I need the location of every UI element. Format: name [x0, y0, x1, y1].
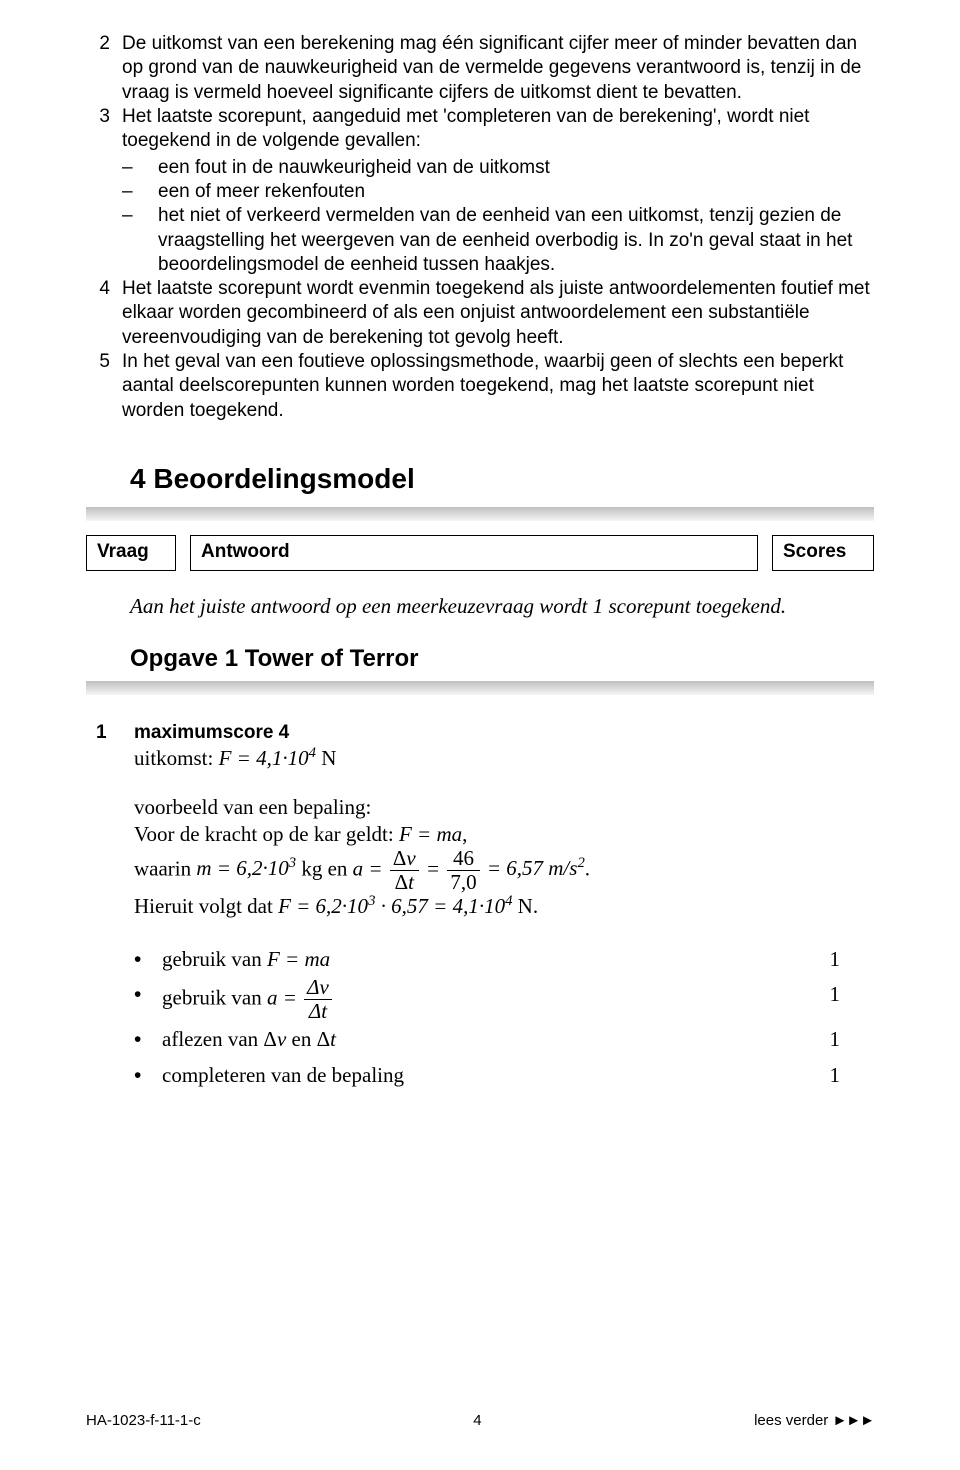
rule-number: 3	[86, 105, 114, 277]
rules-list: 2De uitkomst van een berekening mag één …	[86, 32, 874, 423]
header-scores: Scores	[772, 535, 874, 571]
page: 2De uitkomst van een berekening mag één …	[0, 0, 960, 1470]
rule-text: In het geval van een foutieve oplossings…	[122, 350, 874, 423]
bullet-score: 1	[810, 1058, 840, 1094]
waarin-line: waarin m = 6,2·103 kg en a = ΔvΔt = 467,…	[134, 848, 840, 893]
footer-code: HA-1023-f-11-1-c	[86, 1411, 201, 1430]
bullet-text: gebruik van a = ΔvΔt	[162, 977, 806, 1022]
column-headers: Vraag Antwoord Scores	[86, 535, 874, 571]
force-line: Voor de kracht op de kar geldt: F = ma,	[134, 821, 840, 848]
bullet-text: completeren van de bepaling	[162, 1058, 806, 1094]
rule-sub-text: het niet of verkeerd vermelden van de ee…	[158, 204, 874, 277]
footer-page-number: 4	[473, 1411, 481, 1430]
bullet-score: 1	[810, 942, 840, 978]
section-heading: 4 Beoordelingsmodel	[130, 461, 874, 497]
rule-number: 4	[86, 277, 114, 350]
voorbeeld-label: voorbeeld van een bepaling:	[134, 794, 840, 821]
arrow-icon: ►►►	[832, 1412, 874, 1429]
bullet-score: 1	[810, 1022, 840, 1058]
rule-text: Het laatste scorepunt, aangeduid met 'co…	[122, 105, 874, 277]
uitkomst-line: uitkomst: F = 4,1·104 N	[134, 745, 840, 772]
question-block: 1 maximumscore 4 uitkomst: F = 4,1·104 N…	[96, 721, 874, 1094]
max-score-label: maximumscore 4	[134, 721, 840, 745]
bullet-text: aflezen van Δv en Δt	[162, 1022, 806, 1058]
rule-text: Het laatste scorepunt wordt evenmin toeg…	[122, 277, 874, 350]
dash-icon: –	[122, 180, 150, 204]
bullet-icon: •	[134, 942, 158, 978]
dash-icon: –	[122, 156, 150, 180]
mc-note: Aan het juiste antwoord op een meerkeuze…	[130, 593, 874, 620]
opgave-title: Opgave 1 Tower of Terror	[130, 644, 874, 675]
bullet-icon: •	[134, 1022, 158, 1058]
gradient-bar-thin	[86, 681, 874, 695]
header-vraag: Vraag	[86, 535, 176, 571]
gradient-bar	[86, 507, 874, 521]
score-bullets: •gebruik van F = ma1•gebruik van a = ΔvΔ…	[134, 942, 840, 1094]
bullet-icon: •	[134, 977, 158, 1013]
bullet-icon: •	[134, 1058, 158, 1094]
dash-icon: –	[122, 204, 150, 277]
page-footer: HA-1023-f-11-1-c 4 lees verder ►►►	[86, 1411, 874, 1430]
rule-text: De uitkomst van een berekening mag één s…	[122, 32, 874, 105]
footer-continue: lees verder ►►►	[754, 1411, 874, 1430]
rule-sub-text: een of meer rekenfouten	[158, 180, 874, 204]
header-antwoord: Antwoord	[190, 535, 758, 571]
bullet-score: 1	[810, 977, 840, 1013]
bullet-text: gebruik van F = ma	[162, 942, 806, 978]
rule-number: 2	[86, 32, 114, 105]
hieruit-line: Hieruit volgt dat F = 6,2·103 · 6,57 = 4…	[134, 893, 840, 920]
rule-sub-text: een fout in de nauwkeurigheid van de uit…	[158, 156, 874, 180]
rule-number: 5	[86, 350, 114, 423]
question-number: 1	[96, 721, 130, 745]
